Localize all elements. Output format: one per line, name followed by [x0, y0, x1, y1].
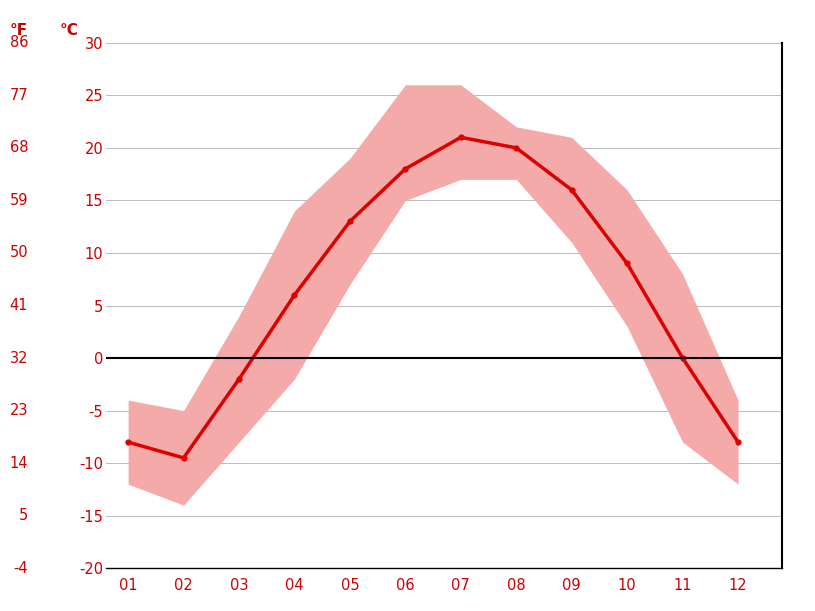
Text: 23: 23 — [10, 403, 29, 418]
Text: °F: °F — [10, 23, 29, 37]
Text: 50: 50 — [10, 246, 29, 260]
Text: °C: °C — [60, 23, 79, 37]
Text: 14: 14 — [10, 456, 29, 470]
Text: 5: 5 — [19, 508, 29, 523]
Text: 32: 32 — [10, 351, 29, 365]
Text: 77: 77 — [10, 88, 29, 103]
Text: -4: -4 — [14, 561, 29, 576]
Text: 59: 59 — [10, 193, 29, 208]
Text: 86: 86 — [10, 35, 29, 50]
Text: 68: 68 — [10, 141, 29, 155]
Text: 41: 41 — [10, 298, 29, 313]
